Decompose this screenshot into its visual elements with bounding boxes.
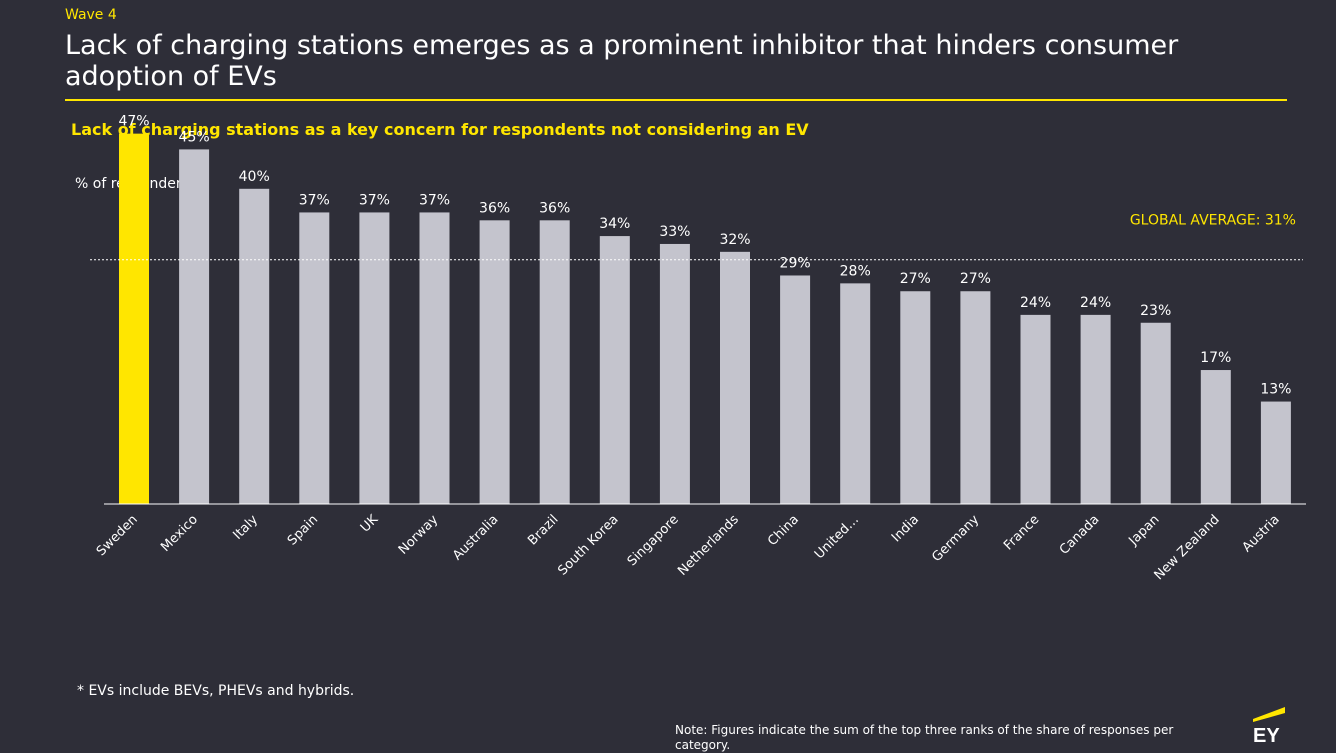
- bar-value-label: 36%: [479, 200, 510, 216]
- bar-australia: [479, 220, 510, 504]
- bar-india: [900, 291, 931, 504]
- svg-text:EY: EY: [1253, 725, 1280, 745]
- bar-value-label: 37%: [359, 192, 390, 208]
- bar-sweden: [119, 133, 149, 504]
- category-label: Norway: [396, 512, 442, 558]
- bar-singapore: [659, 243, 690, 504]
- bar-austria: [1260, 401, 1291, 504]
- category-label: Italy: [230, 512, 261, 543]
- bar-mexico: [179, 149, 210, 504]
- category-label: United…: [812, 512, 862, 562]
- bar-spain: [299, 212, 330, 504]
- bar-china: [780, 275, 811, 504]
- bar-value-label: 13%: [1260, 382, 1291, 398]
- page-title: Lack of charging stations emerges as a p…: [65, 30, 1179, 92]
- bar-germany: [960, 291, 991, 504]
- wave-label: Wave 4: [65, 7, 117, 23]
- bar-value-label: 27%: [900, 271, 931, 287]
- category-label: UK: [358, 512, 382, 536]
- reference-group: GLOBAL AVERAGE: 31%: [90, 213, 1303, 261]
- bar-japan: [1140, 322, 1171, 504]
- bar-value-label: 24%: [1020, 295, 1051, 311]
- bar-norway: [419, 212, 450, 504]
- bar-value-label: 47%: [118, 114, 149, 130]
- category-label: Netherlands: [675, 512, 742, 579]
- ey-logo: EY: [1253, 707, 1285, 745]
- category-label: South Korea: [555, 512, 621, 578]
- bar-brazil: [539, 220, 570, 504]
- bar-value-label: 34%: [599, 216, 630, 232]
- bar-canada: [1080, 314, 1111, 504]
- bar-value-label: 36%: [539, 200, 570, 216]
- bar-value-label: 28%: [840, 263, 871, 279]
- bar-france: [1020, 314, 1051, 504]
- global-average-label: GLOBAL AVERAGE: 31%: [1130, 213, 1296, 229]
- value-labels-group: 47% 45% 40% 37% 37% 37% 36% 36% 34% 33% 32% 29% 28% 2…: [118, 114, 1291, 398]
- bar-value-label: 37%: [299, 192, 330, 208]
- bar-netherlands: [720, 251, 750, 504]
- bar-value-label: 33%: [659, 224, 690, 240]
- bar-italy: [239, 188, 270, 505]
- source-note: Note: Figures indicate the sum of the to…: [675, 723, 1174, 752]
- category-label: France: [1001, 512, 1042, 553]
- category-label: Canada: [1057, 512, 1103, 558]
- category-label: Japan: [1126, 512, 1163, 549]
- bar-value-label: 32%: [719, 232, 750, 248]
- bar-value-label: 24%: [1080, 295, 1111, 311]
- category-label: India: [889, 512, 922, 545]
- bar-new-zealand: [1200, 370, 1231, 504]
- category-label: Singapore: [625, 512, 682, 569]
- category-label: Spain: [285, 512, 321, 548]
- bar-value-label: 40%: [239, 169, 270, 185]
- category-label: Austria: [1240, 512, 1283, 555]
- bar-value-label: 29%: [780, 255, 811, 271]
- title-divider: [65, 99, 1287, 101]
- category-label: Sweden: [94, 512, 141, 559]
- bar-uk: [359, 212, 390, 504]
- category-label: Brazil: [525, 512, 561, 548]
- chart-subtitle: Lack of charging stations as a key conce…: [71, 120, 809, 139]
- bar-united-: [840, 283, 871, 504]
- footnote: * EVs include BEVs, PHEVs and hybrids.: [77, 683, 355, 699]
- category-labels-group: Sweden Mexico Italy Spain UK Norway Australia B…: [94, 512, 1283, 583]
- bar-value-label: 17%: [1200, 350, 1231, 366]
- category-label: Mexico: [158, 512, 201, 555]
- bar-south-korea: [599, 236, 630, 504]
- category-label: Australia: [450, 512, 501, 563]
- category-label: China: [765, 512, 802, 549]
- bar-value-label: 23%: [1140, 303, 1171, 319]
- bar-value-label: 27%: [960, 271, 991, 287]
- category-label: Germany: [929, 512, 982, 565]
- bar-value-label: 37%: [419, 192, 450, 208]
- bar-value-label: 45%: [179, 129, 210, 145]
- bars-group: [119, 133, 1291, 505]
